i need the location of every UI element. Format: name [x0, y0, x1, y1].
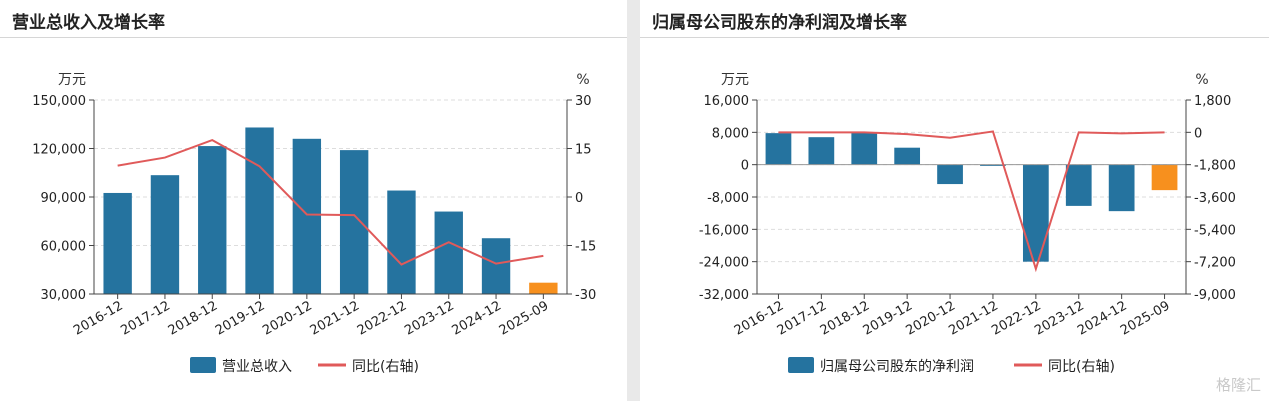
left-axis-tick-label: 8,000 [712, 126, 749, 141]
legend-line-label: 同比(右轴) [1048, 359, 1115, 375]
bar [103, 192, 132, 294]
legend-line-label: 同比(右轴) [352, 359, 419, 375]
legend-bar-swatch [190, 357, 216, 373]
x-axis-tick-label: 2022-12 [355, 298, 410, 338]
x-axis-tick-label: 2025-09 [1118, 298, 1173, 338]
x-axis-tick-label: 2016-12 [71, 298, 126, 338]
right-axis-tick-label: -7,200 [1194, 256, 1236, 271]
profit-chart: 万元 % -32,000 -24,000 -16,000 -8,000 0 8,000 16,0… [699, 72, 1236, 375]
bar [980, 164, 1006, 166]
left-axis-tick-label: 120,000 [32, 143, 86, 158]
right-axis-tick-label: -15 [575, 240, 596, 255]
right-axis-tick-label: -9,000 [1194, 288, 1236, 303]
revenue-chart-title: 营业总收入及增长率 [12, 13, 165, 33]
growth-rate-line [778, 130, 1165, 273]
left-axis-tick-label: -32,000 [699, 288, 749, 303]
left-axis-tick-label: 90,000 [41, 191, 87, 206]
x-axis-tick-label: 2021-12 [308, 298, 363, 338]
revenue-chart: 万元 % 30,000 60,000 90,000 120,000 150,000 -30 -1… [32, 72, 596, 375]
left-axis-tick-label: 30,000 [41, 288, 87, 303]
x-axis-tick-label: 2025-09 [497, 298, 552, 338]
bar [1065, 164, 1092, 206]
watermark-text: 格隆汇 [1215, 376, 1261, 394]
bar [150, 175, 180, 294]
right-axis-tick-label: 0 [575, 191, 583, 206]
right-axis-tick-label: -1,800 [1194, 159, 1236, 174]
bar [434, 211, 463, 294]
legend-bar-label: 归属母公司股东的净利润 [820, 358, 974, 375]
left-axis-tick-label: 16,000 [704, 94, 750, 109]
x-axis-tick-label: 2020-12 [260, 298, 315, 338]
legend-bar-label: 营业总收入 [222, 359, 292, 375]
right-axis-unit: % [576, 72, 589, 88]
revenue-chart-panel: 营业总收入及增长率 万元% 30,000 60,000 90,000 120,000 15… [0, 0, 627, 401]
left-axis-unit: 万元 [58, 72, 86, 88]
right-axis-tick-label: 1,800 [1194, 94, 1231, 109]
left-axis-tick-label: 60,000 [41, 240, 87, 255]
x-axis-tick-label: 2017-12 [118, 298, 173, 338]
left-axis-tick-label: -8,000 [707, 191, 749, 206]
growth-rate-line [117, 138, 544, 266]
bar [481, 238, 511, 294]
bar [1108, 164, 1135, 212]
bar [937, 164, 963, 185]
profit-chart-title: 归属母公司股东的净利润及增长率 [652, 13, 907, 33]
x-axis-tick-label: 2018-12 [166, 298, 221, 338]
left-axis-tick-label: 150,000 [32, 94, 86, 109]
x-axis-tick-label: 2019-12 [213, 298, 268, 338]
x-axis-tick-label: 2023-12 [402, 298, 457, 338]
bar [894, 147, 921, 165]
profit-title-divider [640, 37, 1269, 38]
bar [1151, 164, 1178, 191]
revenue-title-divider [0, 37, 627, 38]
right-axis-tick-label: -3,600 [1194, 191, 1236, 206]
bar [387, 190, 416, 294]
right-axis-tick-label: 15 [575, 143, 592, 158]
bar [808, 137, 835, 165]
profit-chart-panel: 归属母公司股东的净利润及增长率 万元% -32,000 -24,000 -16,000… [640, 0, 1269, 401]
bar [198, 146, 227, 294]
right-axis-tick-label: 30 [575, 94, 592, 109]
legend-bar-swatch [788, 357, 814, 373]
bar [851, 132, 878, 165]
left-axis-tick-label: -24,000 [699, 256, 749, 271]
bar [339, 150, 369, 294]
bar [765, 133, 792, 165]
right-axis-tick-label: 0 [1194, 126, 1202, 141]
left-axis-unit: 万元 [721, 72, 749, 88]
x-axis-tick-label: 2024-12 [450, 298, 505, 338]
bar [1022, 164, 1049, 262]
left-axis-tick-label: 0 [741, 159, 749, 174]
bar [292, 138, 322, 294]
bar [529, 282, 558, 294]
left-axis-tick-label: -16,000 [699, 223, 749, 238]
right-axis-tick-label: -5,400 [1194, 223, 1236, 238]
bar [245, 127, 274, 294]
right-axis-unit: % [1195, 72, 1208, 88]
right-axis-tick-label: -30 [575, 288, 596, 303]
